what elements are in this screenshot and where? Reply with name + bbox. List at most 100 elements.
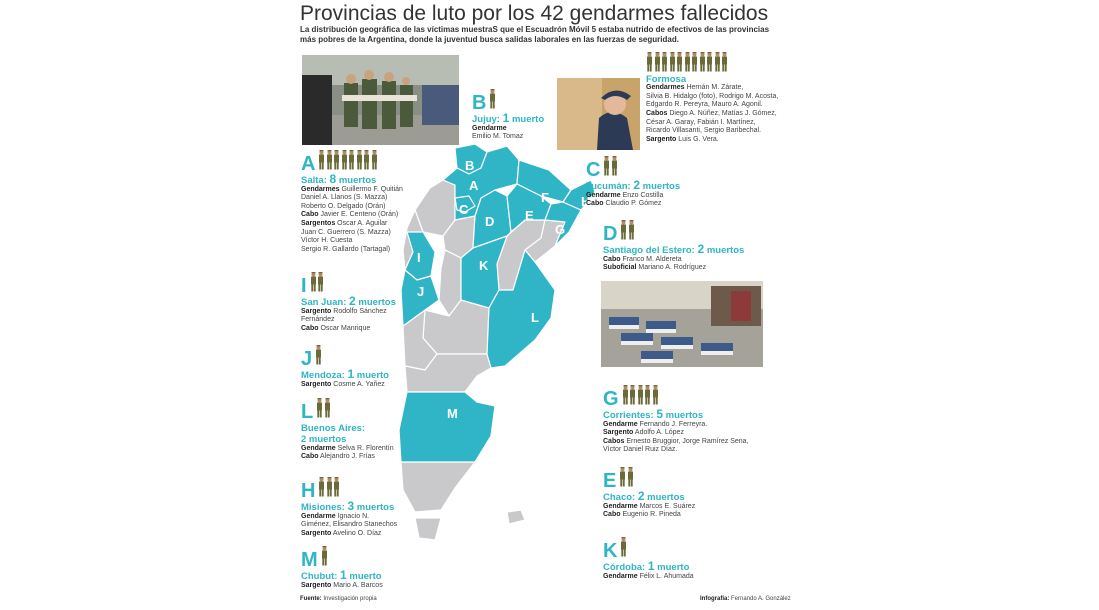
- soldier-icons: [646, 52, 729, 76]
- person-names: Javier E. Centeno (Orán): [318, 211, 399, 219]
- gendarme-icon: [620, 467, 626, 487]
- province-heading: Buenos Aires:: [301, 422, 394, 434]
- person-names: Víctor H. Cuesta: [301, 237, 353, 245]
- gendarme-icon: [371, 150, 377, 170]
- rank-label: Cabo: [301, 453, 319, 461]
- death-label: muertos: [640, 180, 681, 192]
- soldier-icons: [620, 537, 628, 561]
- province-heading: Corrientes: 5 muertos: [603, 408, 749, 421]
- death-count: 8: [329, 171, 337, 186]
- person-names: César A. Garay, Fabián I. Martínez,: [646, 118, 756, 126]
- person-names: Edgardo R. Pereyra, Mauro A. Agonil.: [646, 101, 763, 109]
- name-line: Suboficial Mariano A. Rodríguez: [603, 264, 744, 273]
- map-label: E: [525, 208, 534, 223]
- gendarme-icon: [334, 477, 340, 497]
- gendarme-icon: [637, 385, 643, 405]
- map-province-cordoba: [460, 235, 508, 309]
- gendarme-icon: [630, 385, 636, 405]
- gendarme-icon: [699, 52, 705, 72]
- rank-label: Cabo: [301, 211, 319, 219]
- name-line: Roberto O. Delgado (Orán): [301, 203, 403, 212]
- map-province-corrientes: [544, 201, 582, 247]
- footer-source: Fuente: Investigación propia: [300, 596, 377, 602]
- death-label: muertos: [336, 174, 377, 186]
- province-letter: K: [603, 539, 618, 562]
- rank-label: Gendarme: [603, 572, 638, 580]
- soldier-icons: [603, 156, 618, 180]
- name-line: Sargento Mario A. Barcos: [301, 582, 383, 591]
- gendarme-icon: [321, 546, 327, 566]
- person-names: Adolfo A. López: [633, 429, 684, 437]
- person-names: Selva R. Florentín: [335, 444, 394, 452]
- soldier-icons: [619, 467, 634, 491]
- name-line: Víctor Daniel Ruiz Díaz.: [603, 446, 749, 455]
- name-line: Silvia B. Hidalgo (foto), Rodrigo M. Aco…: [646, 93, 778, 102]
- province-heading: Tucumán: 2 muertos: [586, 177, 681, 192]
- gendarme-icon: [684, 52, 690, 72]
- province-block-cordoba: K Córdoba: 1 muerto Gendarme Félix L. Ahum…: [603, 537, 694, 581]
- name-line: Cabo Eugenio R. Pineda: [603, 511, 695, 520]
- province-name: Santiago del Estero:: [603, 244, 695, 256]
- person-names: Claudio P. Gómez: [603, 200, 662, 208]
- province-heading-2: 2 muertos: [301, 433, 347, 445]
- province-name: Salta:: [301, 174, 327, 186]
- name-line: Fernández: [301, 316, 396, 325]
- province-name: Buenos Aires:: [301, 422, 366, 434]
- death-count: 1: [647, 558, 655, 573]
- photo-portrait: [557, 78, 640, 150]
- argentina-map: B A C F D E G H I K J L M: [398, 143, 595, 541]
- gendarme-icon: [611, 156, 617, 176]
- rank-label: Gendarmes: [301, 185, 340, 193]
- person-names: Avelino O. Díaz: [331, 529, 382, 537]
- intro-text: La distribución geográfica de las víctim…: [300, 25, 770, 44]
- map-region-gray-santacruz: [400, 461, 476, 513]
- gendarme-icon: [647, 52, 652, 72]
- gendarme-icon: [326, 477, 332, 497]
- person-names: Roberto O. Delgado (Orán): [301, 202, 386, 210]
- province-heading: Córdoba: 1 muerto: [603, 558, 694, 573]
- map-label: B: [465, 158, 474, 173]
- rank-label: Sargento: [301, 581, 332, 589]
- death-count: 2: [633, 177, 641, 192]
- province-block-buenosaires: L Buenos Aires: 2 muertos Gendarme Selva R.…: [301, 398, 394, 462]
- map-region-gray-tierradelfuego: [414, 517, 442, 541]
- province-name: Tucumán:: [586, 180, 631, 192]
- province-heading: Formosa: [646, 73, 687, 85]
- name-line: Emilio M. Tomaz: [472, 133, 544, 142]
- name-line: Cabo Oscar Manrique: [301, 325, 396, 334]
- province-name: Chaco:: [603, 491, 636, 503]
- province-heading: Chubut: 1 muerto: [301, 569, 383, 582]
- name-line: Sargento Cosme A. Yañez: [301, 381, 389, 390]
- death-count: 1: [502, 110, 510, 125]
- rank-label: Sargento: [603, 429, 634, 437]
- footer-credit: Infografía: Fernando A. González: [700, 596, 791, 602]
- person-names: Emilio M. Tomaz: [472, 133, 524, 141]
- gendarme-icon: [669, 52, 675, 72]
- person-names: Enzo Costilla: [620, 191, 664, 199]
- province-block-tucuman: C Tucumán: 2 muertos Gendarme Enzo Costill…: [586, 156, 680, 209]
- death-count: 3: [347, 498, 355, 513]
- province-heading: Salta: 8 muertos: [301, 171, 403, 186]
- map-label: C: [459, 202, 469, 217]
- name-line: Gendarmes Hernán M. Zárate,: [646, 84, 778, 93]
- name-line: Sargentos Oscar A. Aguilar: [301, 220, 403, 229]
- death-label: muertos: [663, 409, 704, 421]
- province-name: Córdoba:: [603, 561, 646, 573]
- death-label: muerto: [654, 561, 690, 573]
- gendarme-icon: [334, 150, 340, 170]
- map-region-gray-falklands: [506, 509, 526, 525]
- gendarme-icon: [692, 52, 697, 72]
- gendarme-icon: [490, 89, 496, 109]
- map-label: L: [531, 310, 539, 325]
- person-names: Rodolfo Sánchez: [331, 307, 387, 315]
- province-block-formosa: Formosa Gendarmes Hernán M. Zárate, Silvi…: [646, 52, 778, 144]
- rank-label: Gendarme: [586, 191, 621, 199]
- gendarme-icon: [356, 150, 362, 170]
- name-line: Edgardo R. Pereyra, Mauro A. Agonil.: [646, 101, 778, 110]
- map-label: K: [479, 258, 489, 273]
- footer-source-text: Investigación propia: [321, 596, 377, 602]
- province-block-salta: A Salta: 8 muertos Gendarmes Guillermo F. …: [301, 150, 403, 254]
- soldier-icons: [315, 345, 323, 369]
- soldier-icons: [318, 477, 341, 501]
- rank-label: Cabos: [603, 437, 625, 445]
